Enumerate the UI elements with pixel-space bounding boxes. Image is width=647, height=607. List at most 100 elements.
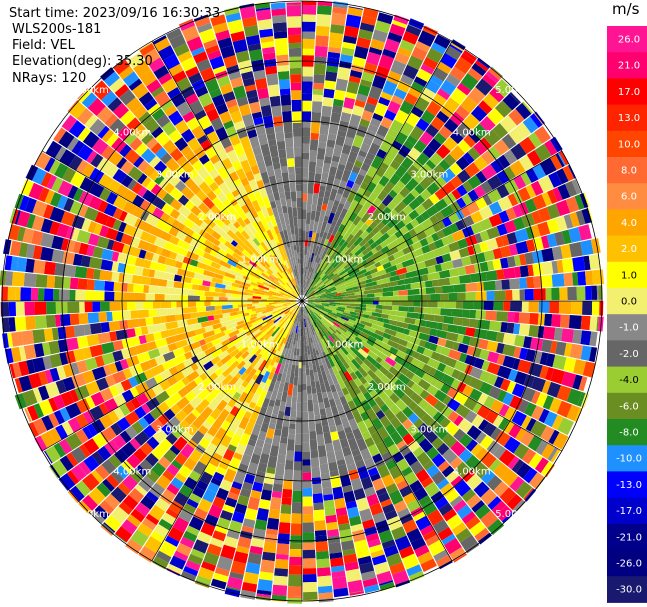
velocity-gate	[233, 391, 241, 400]
velocity-gate	[148, 243, 158, 254]
velocity-gate	[257, 430, 267, 441]
velocity-gate	[339, 196, 348, 205]
velocity-gate	[440, 79, 457, 96]
velocity-gate	[488, 213, 503, 227]
velocity-gate	[325, 71, 338, 82]
velocity-gate	[419, 288, 427, 295]
velocity-gate	[139, 459, 153, 473]
velocity-gate	[254, 291, 265, 295]
velocity-gate	[272, 405, 280, 415]
velocity-gate	[180, 57, 197, 72]
velocity-gate	[32, 245, 43, 260]
velocity-gate	[282, 270, 288, 277]
velocity-gate	[264, 265, 274, 274]
velocity-gate	[192, 539, 209, 554]
velocity-gate	[32, 200, 48, 217]
velocity-gate	[388, 319, 398, 326]
velocity-gate	[287, 586, 302, 597]
velocity-gate	[319, 408, 327, 416]
velocity-gate	[302, 183, 308, 194]
velocity-gate	[291, 295, 297, 299]
velocity-gate	[168, 63, 184, 77]
velocity-gate	[344, 25, 359, 38]
velocity-gate	[151, 126, 164, 139]
velocity-gate	[168, 110, 184, 126]
velocity-gate	[470, 210, 484, 224]
velocity-gate	[9, 363, 16, 379]
velocity-gate	[244, 374, 253, 384]
velocity-gate	[352, 428, 363, 441]
velocity-gate	[410, 357, 421, 368]
velocity-gate	[339, 395, 348, 406]
velocity-gate	[289, 316, 295, 327]
velocity-gate	[545, 287, 552, 301]
velocity-gate	[327, 133, 337, 141]
velocity-gate	[268, 258, 277, 267]
velocity-gate	[256, 589, 272, 596]
velocity-gate	[235, 426, 245, 437]
velocity-gate	[519, 277, 528, 289]
velocity-gate	[305, 287, 314, 297]
velocity-gate	[174, 180, 187, 192]
velocity-gate	[299, 347, 302, 356]
velocity-gate	[333, 98, 344, 107]
velocity-gate	[127, 245, 141, 258]
velocity-gate	[394, 109, 409, 125]
velocity-gate	[395, 350, 407, 360]
velocity-gate	[376, 570, 393, 585]
velocity-gate	[380, 498, 393, 508]
velocity-gate	[207, 398, 220, 411]
velocity-gate	[544, 140, 558, 156]
velocity-gate	[308, 299, 315, 301]
velocity-gate	[345, 500, 358, 509]
velocity-gate	[258, 301, 264, 304]
velocity-gate	[305, 305, 311, 312]
velocity-gate	[289, 281, 294, 287]
velocity-gate	[393, 474, 406, 485]
velocity-gate	[149, 170, 161, 182]
velocity-gate	[547, 189, 558, 204]
velocity-gate	[274, 298, 286, 301]
velocity-gate	[513, 312, 520, 323]
velocity-gate	[243, 422, 255, 436]
velocity-gate	[399, 513, 414, 525]
velocity-gate	[313, 272, 318, 280]
velocity-gate	[164, 170, 175, 182]
velocity-gate	[299, 258, 302, 265]
velocity-gate	[56, 366, 67, 380]
velocity-gate	[54, 314, 62, 327]
velocity-gate	[278, 522, 291, 534]
velocity-gate	[307, 313, 313, 325]
velocity-gate	[344, 292, 355, 297]
velocity-gate	[149, 225, 164, 238]
velocity-gate	[210, 14, 227, 27]
velocity-gate	[306, 278, 310, 285]
velocity-gate	[430, 351, 441, 361]
velocity-gate	[274, 399, 281, 407]
velocity-gate	[283, 252, 289, 261]
velocity-gate	[335, 329, 342, 335]
velocity-gate	[133, 292, 146, 301]
velocity-gate	[400, 156, 414, 170]
velocity-gate	[453, 499, 467, 513]
velocity-gate	[264, 280, 272, 286]
velocity-gate	[360, 448, 372, 461]
velocity-gate	[100, 301, 110, 312]
velocity-gate	[259, 187, 268, 199]
velocity-gate	[176, 222, 186, 232]
velocity-gate	[256, 593, 272, 598]
velocity-gate	[361, 259, 368, 266]
colorbar-swatch	[607, 366, 647, 394]
velocity-gate	[320, 318, 331, 328]
velocity-gate	[287, 319, 293, 327]
velocity-gate	[408, 24, 422, 30]
velocity-gate	[147, 341, 157, 351]
velocity-gate	[20, 179, 34, 196]
velocity-gate	[175, 362, 186, 373]
velocity-gate	[264, 472, 275, 485]
velocity-gate	[411, 106, 424, 118]
velocity-gate	[278, 259, 283, 265]
velocity-gate	[233, 247, 243, 256]
velocity-gate	[222, 392, 234, 404]
velocity-gate	[309, 315, 314, 323]
